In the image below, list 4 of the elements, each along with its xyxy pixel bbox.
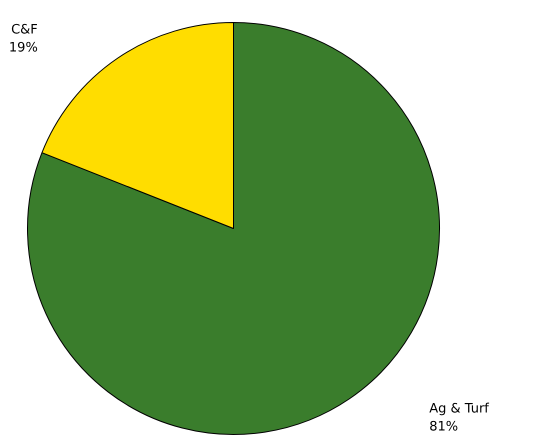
slice-label: C&F xyxy=(11,22,38,38)
slice-label: Ag & Turf xyxy=(429,402,490,417)
data-label: 19% xyxy=(8,40,38,56)
data-label: 81% xyxy=(429,420,458,435)
